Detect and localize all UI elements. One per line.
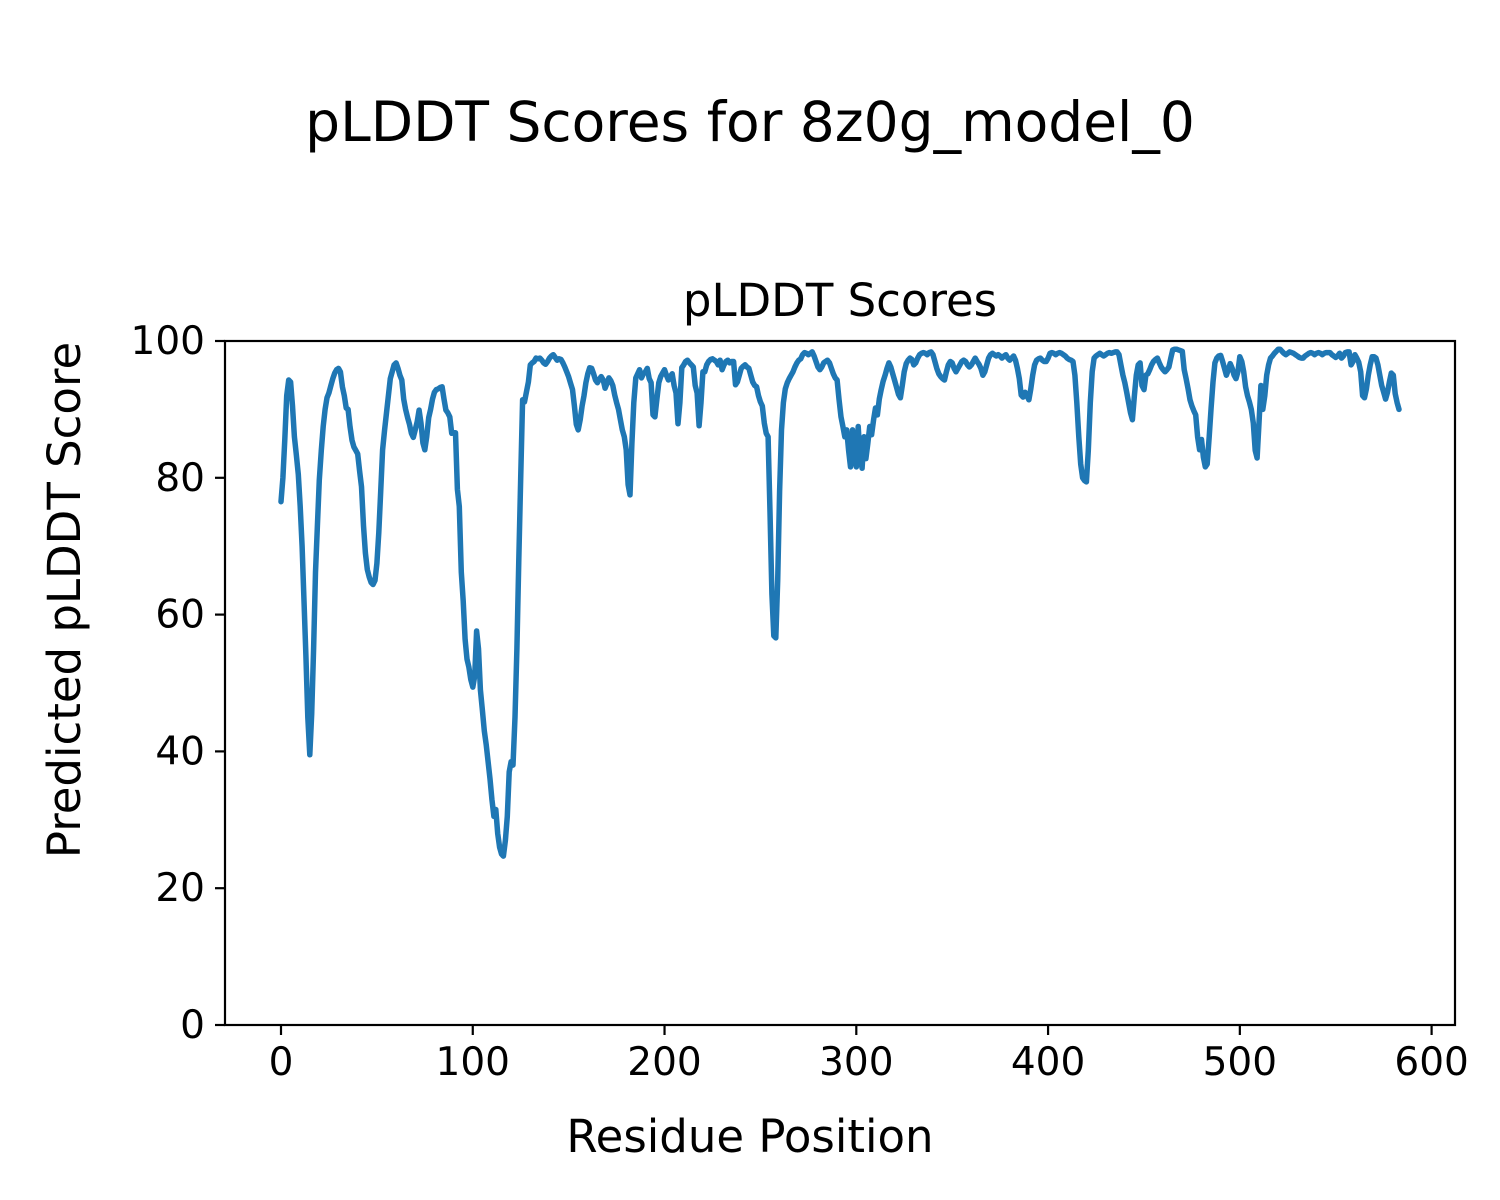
y-tick-label: 0 [180, 1003, 205, 1048]
y-axis-label: Predicted pLDDT Score [38, 342, 91, 858]
x-tick-label: 200 [627, 1040, 701, 1085]
figure-title: pLDDT Scores for 8z0g_model_0 [305, 90, 1195, 154]
x-tick-label: 100 [436, 1040, 510, 1085]
y-tick-label: 100 [131, 319, 205, 364]
x-tick-label: 0 [269, 1040, 294, 1085]
y-tick-label: 60 [155, 593, 205, 638]
y-tick-label: 20 [155, 866, 205, 911]
axes-frame [223, 339, 1457, 1027]
x-tick-label: 400 [1011, 1040, 1085, 1085]
y-tick-label: 40 [155, 729, 205, 774]
y-tick-label: 80 [155, 456, 205, 501]
axis-ticks: 0 100 200 300 400 500 600 0 20 40 60 80 100 [131, 319, 1469, 1085]
plddt-line [278, 346, 1402, 859]
x-axis-label: Residue Position [566, 1110, 933, 1163]
x-tick-label: 500 [1203, 1040, 1277, 1085]
x-tick-label: 600 [1394, 1040, 1468, 1085]
x-tick-label: 300 [819, 1040, 893, 1085]
axes-title: pLDDT Scores [683, 274, 997, 327]
